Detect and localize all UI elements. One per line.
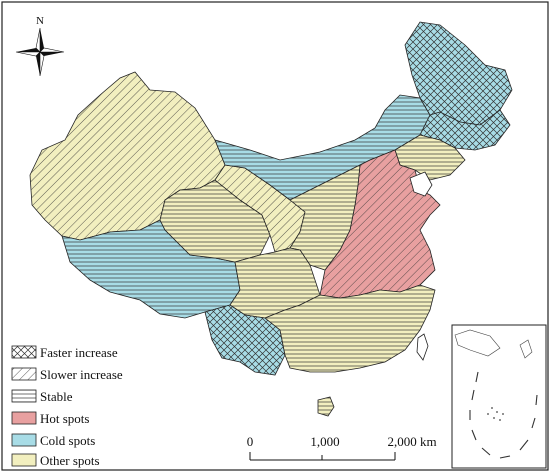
legend-item-cold-spots: Cold spots xyxy=(11,433,95,448)
scale-tick-1000: 1,000 xyxy=(310,434,339,449)
legend-item-slower-increase: Slower increase xyxy=(11,367,123,382)
legend-label-faster-increase: Faster increase xyxy=(40,345,118,360)
map-regions xyxy=(29,21,513,417)
legend-item-faster-increase: Faster increase xyxy=(11,345,118,360)
bohai-sea xyxy=(409,171,433,197)
legend-label-slower-increase: Slower increase xyxy=(40,367,123,382)
legend-label-stable: Stable xyxy=(40,389,73,404)
legend-label-hot-spots: Hot spots xyxy=(40,411,89,426)
region-taiwan xyxy=(416,333,429,361)
south-china-sea-inset xyxy=(451,324,547,469)
legend-item-other-spots: Other spots xyxy=(11,453,100,468)
legend: Faster increase Slower increase Stable H… xyxy=(11,345,123,468)
legend-label-other-spots: Other spots xyxy=(40,453,100,468)
scale-tick-0: 0 xyxy=(247,434,254,449)
legend-item-stable: Stable xyxy=(11,389,73,404)
north-label: N xyxy=(36,15,44,27)
north-arrow: N xyxy=(15,15,65,77)
legend-label-cold-spots: Cold spots xyxy=(40,433,95,448)
legend-item-hot-spots: Hot spots xyxy=(11,411,89,426)
scale-tick-2000: 2,000 km xyxy=(387,434,436,449)
scale-bar: 0 1,000 2,000 km xyxy=(247,434,437,461)
